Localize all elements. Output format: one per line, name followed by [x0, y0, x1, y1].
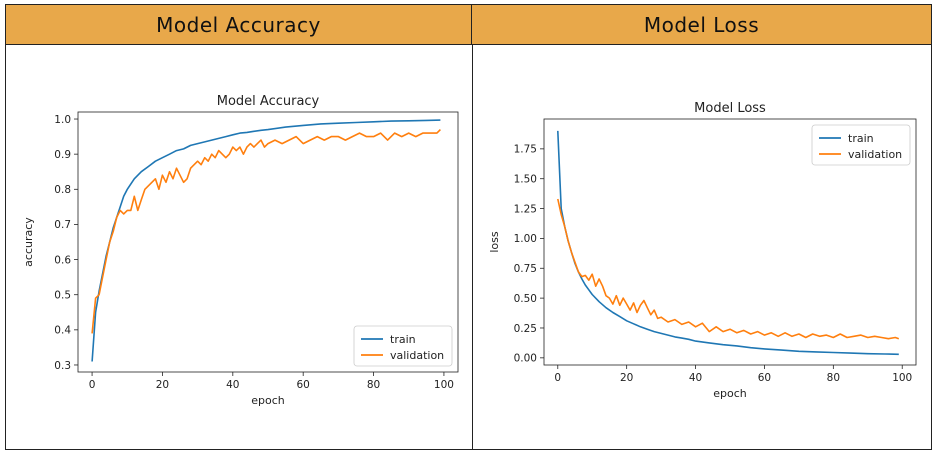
series-line-validation [557, 198, 900, 340]
y-axis-label: accuracy [22, 217, 35, 267]
figure-table: Model Accuracy Model Loss Model Accuracy… [5, 4, 932, 450]
y-tick-label: 0.9 [54, 149, 71, 161]
y-tick-label: 1.50 [514, 174, 537, 186]
x-tick-label: 60 [296, 379, 309, 391]
x-tick-label: 80 [827, 372, 840, 384]
x-tick-label: 40 [226, 379, 239, 391]
series-line-validation [91, 129, 441, 334]
plot-frame [543, 118, 917, 366]
y-tick-label: 0.3 [54, 360, 71, 372]
x-axis-label: epoch [251, 394, 285, 407]
y-tick-label: 1.25 [514, 203, 537, 215]
header-model-accuracy: Model Accuracy [6, 5, 472, 45]
chart-title: Model Loss [694, 101, 766, 116]
x-tick-label: 0 [554, 372, 561, 384]
y-tick-label: 0.25 [514, 323, 537, 335]
accuracy-chart: Model Accuracy 0 20 40 60 80 100 0.3 0.4 0.5 0.6 0.… [22, 94, 459, 407]
x-tick-label: 20 [620, 372, 633, 384]
legend-box [353, 325, 453, 367]
x-tick-label: 40 [689, 372, 702, 384]
x-tick-label: 0 [89, 379, 96, 391]
y-tick-label: 0.8 [54, 184, 71, 196]
y-tick-label: 0.7 [54, 219, 71, 231]
y-tick-label: 0.00 [514, 353, 537, 365]
x-tick-label: 100 [892, 372, 912, 384]
plot-frame [77, 111, 459, 373]
y-tick-label: 0.75 [514, 263, 537, 275]
y-axis-label: loss [488, 231, 501, 253]
x-tick-label: 100 [434, 379, 454, 391]
chart-title: Model Accuracy [217, 94, 320, 109]
legend-label-train: train [390, 333, 416, 346]
y-tick-label: 0.4 [54, 325, 71, 337]
loss-chart: Model Loss 0 20 40 60 80 100 0.00 0.25 0.50 0.75 1.… [488, 101, 917, 400]
legend-label-train: train [848, 132, 874, 145]
y-tick-label: 0.6 [54, 254, 71, 266]
x-tick-label: 80 [367, 379, 380, 391]
x-axis-label: epoch [713, 387, 747, 400]
y-tick-label: 0.5 [54, 290, 71, 302]
legend-label-validation: validation [390, 349, 444, 362]
x-tick-label: 20 [156, 379, 169, 391]
y-tick-label: 1.0 [54, 114, 71, 126]
header-model-loss: Model Loss [472, 5, 931, 45]
x-tick-label: 60 [758, 372, 771, 384]
y-tick-label: 1.75 [514, 144, 537, 156]
legend-label-validation: validation [848, 148, 902, 161]
cell-divider [472, 45, 473, 449]
legend-box [811, 124, 911, 166]
y-tick-label: 1.00 [514, 233, 537, 245]
series-line-train [91, 119, 441, 362]
y-tick-label: 0.50 [514, 293, 537, 305]
